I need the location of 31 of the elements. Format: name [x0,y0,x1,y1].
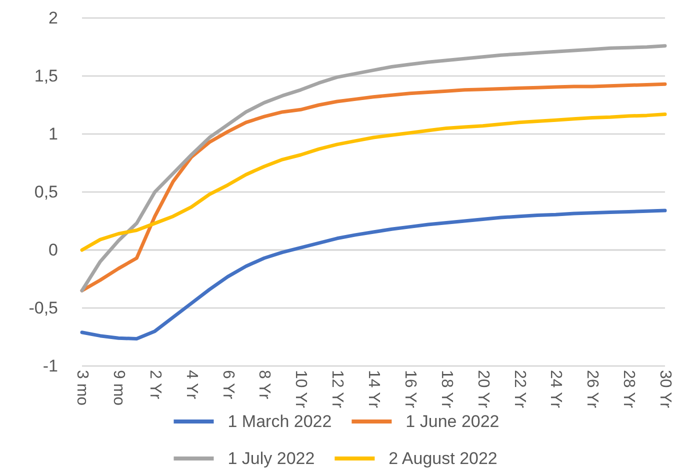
legend-label: 1 June 2022 [406,412,500,431]
x-tick-label: 16 Yr [401,370,418,409]
x-tick-label: 14 Yr [365,370,382,409]
x-tick-label: 22 Yr [510,370,528,409]
y-tick-label: -0,5 [28,298,58,318]
line-series [80,44,667,292]
x-tick-label: 4 Yr [182,370,200,400]
x-tick-label: 2 Yr [146,370,164,400]
y-tick-label: 1 [48,124,58,144]
x-tick-label: 8 Yr [256,370,273,400]
x-tick-label: 12 Yr [328,370,346,409]
y-tick-label: 2 [48,8,58,28]
x-tick-label: 20 Yr [474,370,492,409]
line-series [80,112,667,252]
x-tick-label: 26 Yr [584,370,601,409]
x-tick-label: 6 Yr [219,370,236,400]
legend-label: 1 March 2022 [228,412,332,431]
x-tick-label: 9 mo [110,370,127,406]
x-tick-label: 10 Yr [292,370,310,409]
legend-label: 2 August 2022 [388,449,498,468]
x-tick-label: 18 Yr [438,370,455,409]
x-tick-label: 24 Yr [547,370,564,409]
line-series [80,208,667,340]
y-tick-label: 0 [48,240,58,260]
x-tick-label: 28 Yr [620,370,638,409]
y-tick-label: 0,5 [34,182,58,202]
y-tick-label: 1,5 [34,66,58,86]
x-tick-label: 30 Yr [656,370,673,409]
x-tick-label: 3 mo [74,370,90,406]
y-tick-label: -1 [42,356,58,376]
legend-label: 1 July 2022 [228,449,315,468]
